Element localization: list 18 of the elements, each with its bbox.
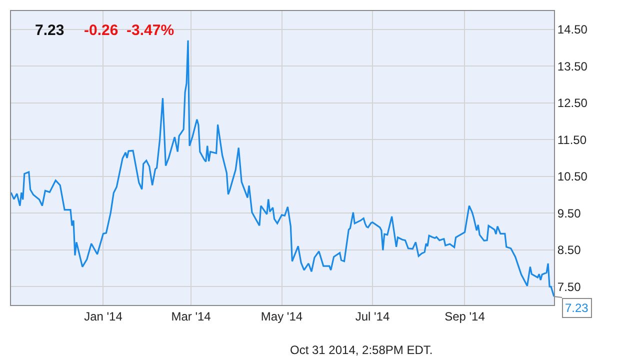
y-tick-label: 9.50 — [557, 206, 582, 220]
x-tick-label: Sep '14 — [444, 309, 486, 324]
y-tick-label: 13.50 — [557, 59, 588, 74]
x-tick-label: Jul '14 — [355, 309, 390, 324]
y-tick-label: 8.50 — [557, 243, 582, 258]
x-tick-label: Jan '14 — [84, 309, 123, 324]
x-tick-label: Mar '14 — [171, 309, 212, 324]
annotation: 7.23 — [565, 301, 589, 315]
y-tick-label: 12.50 — [557, 96, 588, 110]
y-tick-label: 7.50 — [557, 280, 582, 294]
text: Oct 31 2014, 2:58PM EDT. — [290, 343, 433, 357]
y-tick-label: 11.50 — [557, 132, 587, 147]
x-tick-label: May '14 — [260, 309, 303, 324]
y-tick-label: 10.50 — [557, 170, 588, 184]
line-series — [11, 40, 554, 298]
y-tick-label: 14.50 — [557, 22, 588, 37]
text: 7.23 — [35, 22, 64, 39]
text: -0.26 -3.47% — [84, 22, 174, 39]
